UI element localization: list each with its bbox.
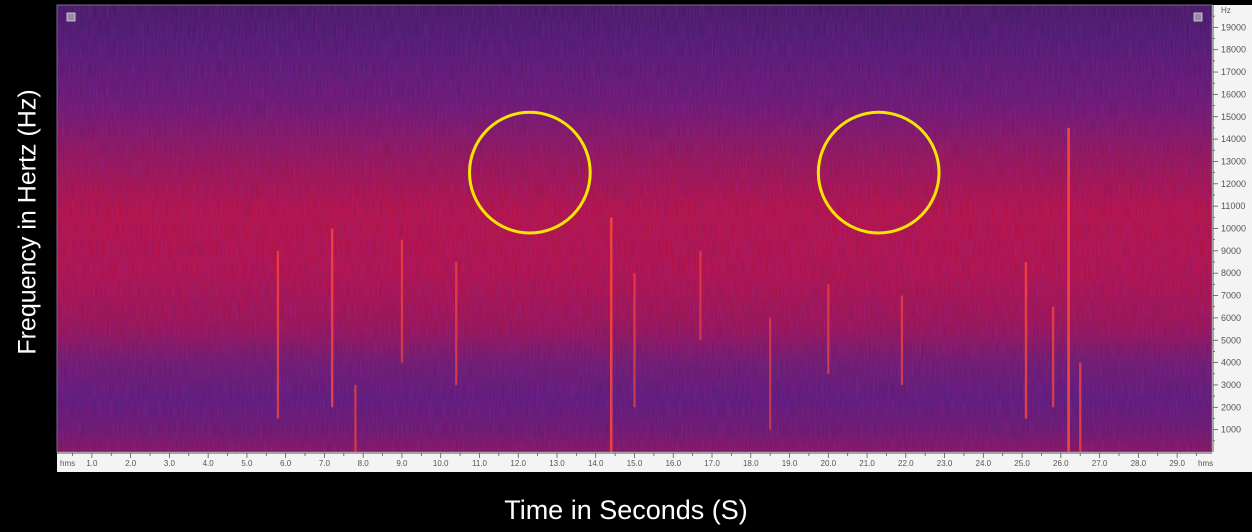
y-tick-label-7000: 7000 bbox=[1221, 291, 1241, 301]
x-tick-label-20-0: 20.0 bbox=[821, 459, 837, 468]
x-tick-label-4-0: 4.0 bbox=[203, 459, 215, 468]
x-tick-label-7-0: 7.0 bbox=[319, 459, 331, 468]
y-tick-label-16000: 16000 bbox=[1221, 89, 1246, 99]
x-tick-label-9-0: 9.0 bbox=[396, 459, 408, 468]
x-tick-label-24-0: 24.0 bbox=[976, 459, 992, 468]
x-tick-label-11-0: 11.0 bbox=[472, 459, 488, 468]
y-tick-label-5000: 5000 bbox=[1221, 335, 1241, 345]
x-tick-label-27-0: 27.0 bbox=[1092, 459, 1108, 468]
y-tick-label-17000: 17000 bbox=[1221, 67, 1246, 77]
y-tick-label-8000: 8000 bbox=[1221, 268, 1241, 278]
x-axis-unit-label-left: hms bbox=[60, 459, 75, 468]
corner-marker-right bbox=[1193, 12, 1203, 22]
y-tick-label-1000: 1000 bbox=[1221, 425, 1241, 435]
x-tick-label-10-0: 10.0 bbox=[433, 459, 449, 468]
y-tick-label-14000: 14000 bbox=[1221, 134, 1246, 144]
x-tick-label-29-0: 29.0 bbox=[1169, 459, 1185, 468]
x-tick-label-2-0: 2.0 bbox=[125, 459, 137, 468]
y-axis-unit-label: Hz bbox=[1221, 6, 1231, 15]
x-tick-label-12-0: 12.0 bbox=[510, 459, 526, 468]
y-tick-label-19000: 19000 bbox=[1221, 22, 1246, 32]
y-tick-label-4000: 4000 bbox=[1221, 358, 1241, 368]
x-tick-label-28-0: 28.0 bbox=[1131, 459, 1147, 468]
x-tick-label-21-0: 21.0 bbox=[859, 459, 875, 468]
y-tick-label-9000: 9000 bbox=[1221, 246, 1241, 256]
x-tick-label-17-0: 17.0 bbox=[704, 459, 720, 468]
x-tick-label-22-0: 22.0 bbox=[898, 459, 914, 468]
corner-marker-left bbox=[66, 12, 76, 22]
y-tick-label-11000: 11000 bbox=[1221, 201, 1245, 211]
x-axis-title: Time in Seconds (S) bbox=[504, 495, 748, 525]
y-tick-label-3000: 3000 bbox=[1221, 380, 1241, 390]
x-tick-label-18-0: 18.0 bbox=[743, 459, 759, 468]
y-tick-label-18000: 18000 bbox=[1221, 45, 1246, 55]
transient-marks bbox=[276, 127, 1082, 452]
x-tick-label-26-0: 26.0 bbox=[1053, 459, 1069, 468]
x-tick-label-25-0: 25.0 bbox=[1014, 459, 1030, 468]
x-tick-label-8-0: 8.0 bbox=[358, 459, 370, 468]
y-tick-label-2000: 2000 bbox=[1221, 402, 1241, 412]
y-axis-strip bbox=[1212, 5, 1252, 452]
x-tick-label-13-0: 13.0 bbox=[549, 459, 565, 468]
x-tick-label-3-0: 3.0 bbox=[164, 459, 176, 468]
annotation-circles bbox=[468, 110, 941, 235]
x-tick-label-23-0: 23.0 bbox=[937, 459, 953, 468]
x-tick-label-5-0: 5.0 bbox=[241, 459, 253, 468]
y-tick-label-15000: 15000 bbox=[1221, 112, 1246, 122]
annotation-circle-2 bbox=[816, 110, 941, 235]
x-tick-label-15-0: 15.0 bbox=[627, 459, 643, 468]
x-axis: hms hms 1.0 2.0 3.0 4.0 5.0 6.0 7.0 8.0 9.0 10.0 11.… bbox=[57, 452, 1252, 472]
x-tick-label-1-0: 1.0 bbox=[86, 459, 98, 468]
spectrogram-image bbox=[56, 4, 1213, 453]
x-tick-label-16-0: 16.0 bbox=[665, 459, 681, 468]
x-tick-label-6-0: 6.0 bbox=[280, 459, 292, 468]
x-tick-label-14-0: 14.0 bbox=[588, 459, 604, 468]
y-axis: Hz 1000 2000 3000 4000 5000 6000 7000 8000 9000 10… bbox=[1212, 5, 1252, 452]
y-tick-label-13000: 13000 bbox=[1221, 156, 1246, 166]
y-tick-label-10000: 10000 bbox=[1221, 224, 1246, 234]
y-tick-label-6000: 6000 bbox=[1221, 313, 1241, 323]
annotation-circle-1 bbox=[468, 110, 592, 235]
y-tick-label-12000: 12000 bbox=[1221, 179, 1246, 189]
x-tick-label-19-0: 19.0 bbox=[782, 459, 798, 468]
chart-area: Hz 1000 2000 3000 4000 5000 6000 7000 8000 9000 10… bbox=[56, 4, 1252, 472]
x-axis-strip bbox=[57, 452, 1252, 472]
x-axis-unit-label-right: hms bbox=[1198, 459, 1213, 468]
